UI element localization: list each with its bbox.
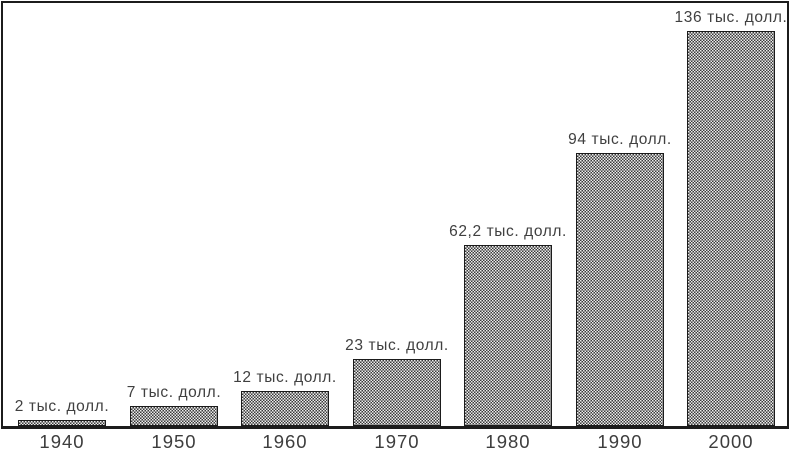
bar-value-label-1960: 12 тыс. долл. <box>233 369 337 386</box>
bar-value-label-1980: 62,2 тыс. долл. <box>449 223 567 240</box>
bar-1990 <box>576 153 664 426</box>
bar-value-label-1940: 2 тыс. долл. <box>14 398 110 415</box>
bar-1940 <box>18 420 106 426</box>
x-tick-1960: 1960 <box>262 431 308 452</box>
bar-2000 <box>687 31 775 426</box>
x-tick-1950: 1950 <box>151 431 197 452</box>
x-tick-1980: 1980 <box>485 431 531 452</box>
x-tick-1990: 1990 <box>597 431 643 452</box>
bar-value-label-1970: 23 тыс. долл. <box>345 337 449 354</box>
bar-value-label-1950: 7 тыс. долл. <box>126 384 222 401</box>
bar-1970 <box>353 359 441 426</box>
x-tick-1970: 1970 <box>374 431 420 452</box>
bar-value-label-2000: 136 тыс. долл. <box>674 9 788 26</box>
bar-value-label-1990: 94 тыс. долл. <box>568 131 672 148</box>
bar-1960 <box>241 391 329 426</box>
x-tick-1940: 1940 <box>39 431 85 452</box>
bar-1950 <box>130 406 218 426</box>
plot-area: 2 тыс. долл. 7 тыс. долл. 12 тыс. долл. 23 … <box>1 1 789 429</box>
x-tick-2000: 2000 <box>708 431 754 452</box>
x-axis: 1940 1950 1960 1970 1980 1990 2000 <box>0 431 790 453</box>
bar-1980 <box>464 245 552 426</box>
